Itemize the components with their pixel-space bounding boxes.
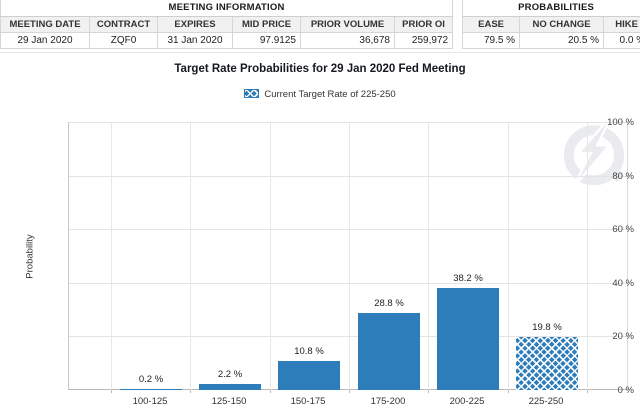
plot-area: 0.2 % 2.2 % 10.8 % 28.8 % 38.2 % 19.8 % [68,115,628,393]
grid-line-horizontal [69,282,627,284]
meeting-info-value: 36,678 [300,31,395,49]
bar-150-175[interactable] [278,361,340,390]
bar-value-label: 38.2 % [453,273,483,284]
grid-line-vertical [111,122,112,390]
probabilities-column-header: HIKE [603,15,640,33]
x-tick-label: 200-225 [449,396,485,407]
x-axis-tick [587,390,588,393]
x-axis-tick [270,390,271,393]
meeting-info-value: 97.9125 [232,31,301,49]
bar-125-150[interactable] [199,384,261,390]
y-tick-label: 40 % [612,277,634,289]
probabilities-title: PROBABILITIES [462,0,640,17]
x-tick-label: 150-175 [290,396,326,407]
y-tick-label: 60 % [612,224,634,236]
grid-line-horizontal [69,336,627,338]
grid-line-vertical [270,122,271,390]
bar-value-label: 0.2 % [138,374,164,385]
y-tick-label: 80 % [612,170,634,182]
meeting-info-column-header: MID PRICE [232,15,301,33]
chart-legend[interactable]: Current Target Rate of 225-250 [0,89,640,100]
bar-200-225[interactable] [437,288,499,390]
x-axis-tick [508,390,509,393]
bar-chart: Probability 0.2 % 2.2 % 10.8 % 28.8 % 38.2 %… [0,115,640,408]
meeting-info-column-header: MEETING DATE [0,15,90,33]
grid-line-horizontal [69,122,627,123]
x-tick-label: 125-150 [211,396,247,407]
y-axis-title: Probability [24,234,36,279]
meeting-info-column-header: EXPIRES [157,15,233,33]
grid-line-vertical [587,122,588,390]
meeting-info-value: 259,972 [393,31,454,49]
x-axis-tick [349,390,350,393]
x-axis-tick [428,390,429,393]
meeting-info-title: MEETING INFORMATION [0,0,454,17]
grid-line-horizontal [69,229,627,231]
grid-line-vertical [428,122,429,390]
x-tick-label: 100-125 [132,396,168,407]
y-tick-label: 20 % [612,331,634,343]
bar-value-label: 10.8 % [294,346,324,357]
grid-line-horizontal [69,389,627,390]
probabilities-table: PROBABILITIES EASE NO CHANGE HIKE 79.5 % 20.5… [462,0,640,49]
meeting-info-value: ZQF0 [89,31,158,49]
y-tick-label: 0 % [617,385,634,396]
x-tick-label: 175-200 [370,396,406,407]
bar-225-250[interactable] [516,337,578,390]
probabilities-column-header: NO CHANGE [519,15,605,33]
bar-value-label: 28.8 % [374,298,404,309]
meeting-information-table: MEETING INFORMATION MEETING DATE CONTRACT E… [0,0,454,49]
bar-175-200[interactable] [358,313,420,390]
legend-label: Current Target Rate of 225-250 [264,89,396,100]
meeting-info-column-header: PRIOR VOLUME [300,15,395,33]
x-tick-label: 225-250 [528,396,564,407]
header-tables: MEETING INFORMATION MEETING DATE CONTRACT E… [0,0,640,53]
bar-value-label: 19.8 % [532,322,562,333]
grid-line-vertical [190,122,191,390]
chart-title: Target Rate Probabilities for 29 Jan 202… [174,63,466,75]
probabilities-column-header: EASE [462,15,521,33]
probabilities-value: 0.0 % [603,31,640,49]
meeting-info-value: 29 Jan 2020 [0,31,90,49]
grid-line-vertical [508,122,509,390]
meeting-info-column-header: PRIOR OI [393,15,454,33]
bar-value-label: 2.2 % [217,369,243,380]
meeting-info-value: 31 Jan 2020 [157,31,233,49]
grid-line-horizontal [69,175,627,177]
x-axis-tick [190,390,191,393]
meeting-info-column-header: CONTRACT [89,15,158,33]
probabilities-value: 79.5 % [462,31,521,49]
bar-100-125[interactable] [120,389,182,390]
legend-hatched-swatch-icon [244,89,260,98]
y-tick-label: 100 % [607,117,634,128]
x-axis-tick [111,390,112,393]
grid-line-vertical [349,122,350,390]
probabilities-value: 20.5 % [519,31,605,49]
